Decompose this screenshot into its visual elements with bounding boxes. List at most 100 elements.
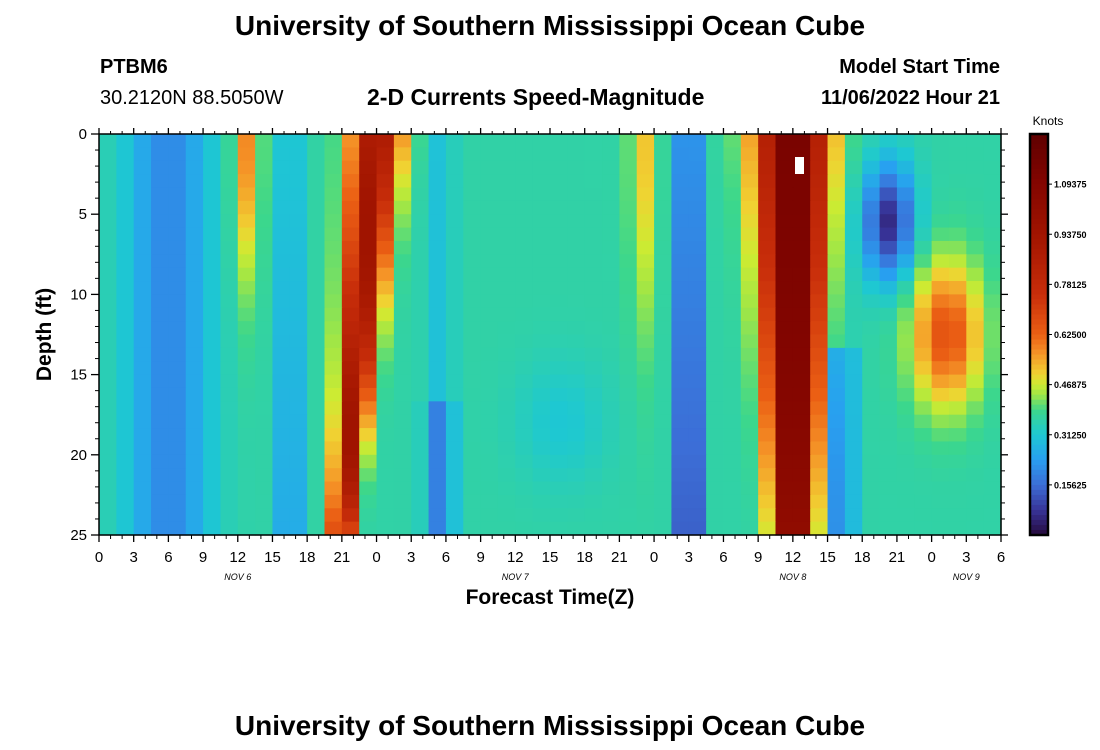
heatmap-cell — [758, 187, 777, 202]
heatmap-cell — [133, 468, 152, 483]
heatmap-cell — [671, 401, 690, 416]
heatmap-cell — [567, 347, 586, 362]
heatmap-cell — [99, 214, 117, 229]
heatmap-cell — [393, 294, 412, 309]
heatmap-cell — [463, 174, 482, 189]
heatmap-cell — [341, 414, 360, 429]
heatmap-cell — [706, 468, 725, 483]
colorbar-segment — [1030, 419, 1048, 426]
model-start-label: Model Start Time — [839, 56, 1000, 78]
heatmap-cell — [862, 147, 881, 162]
heatmap-cell — [688, 227, 707, 242]
heatmap-cell — [966, 454, 985, 469]
heatmap-cell — [411, 174, 430, 189]
heatmap-cell — [289, 387, 308, 402]
colorbar-segment — [1030, 259, 1048, 265]
heatmap-cell — [827, 334, 846, 349]
heatmap-cell — [307, 508, 326, 523]
heatmap-cell — [515, 240, 534, 255]
colorbar-segment — [1030, 389, 1048, 396]
heatmap-cell — [654, 361, 673, 376]
heatmap-cell — [359, 374, 378, 389]
heatmap-cell — [827, 174, 846, 189]
heatmap-cell — [948, 387, 967, 402]
heatmap-cell — [532, 508, 551, 523]
heatmap-cell — [740, 307, 759, 322]
heatmap-cell — [602, 294, 620, 309]
heatmap-cell — [185, 240, 204, 255]
station-coordinates: 30.2120N 88.5050W — [100, 87, 284, 109]
heatmap-cell — [393, 428, 412, 443]
heatmap-cell — [810, 481, 829, 496]
heatmap-cell — [671, 334, 690, 349]
heatmap-cell — [480, 214, 499, 229]
heatmap-cell — [203, 468, 222, 483]
heatmap-cell — [550, 240, 568, 255]
heatmap-cell — [688, 240, 707, 255]
heatmap-cell — [844, 307, 863, 322]
heatmap-cell — [272, 387, 291, 402]
heatmap-cell — [324, 481, 343, 496]
heatmap-cell — [359, 521, 378, 536]
heatmap-cell — [688, 508, 707, 523]
heatmap-cell — [255, 387, 274, 402]
heatmap-cell — [654, 254, 673, 269]
heatmap-cell — [827, 160, 846, 175]
heatmap-cell — [203, 481, 222, 496]
heatmap-cell — [185, 200, 204, 215]
heatmap-cell — [185, 267, 204, 282]
heatmap-cell — [584, 267, 603, 282]
heatmap-cell — [289, 481, 308, 496]
heatmap-cell — [654, 508, 673, 523]
heatmap-cell — [758, 428, 777, 443]
heatmap-cell — [914, 508, 933, 523]
colorbar-segment — [1030, 414, 1048, 421]
heatmap-cell — [324, 227, 343, 242]
heatmap-cell — [341, 240, 360, 255]
heatmap-cell — [463, 387, 482, 402]
heatmap-cell — [532, 401, 551, 416]
heatmap-cell — [289, 160, 308, 175]
heatmap-cell — [723, 454, 742, 469]
heatmap-cell — [203, 401, 222, 416]
heatmap-cell — [220, 481, 239, 496]
heatmap-cell — [185, 187, 204, 202]
heatmap-cell — [584, 508, 603, 523]
heatmap-cell — [948, 187, 967, 202]
heatmap-cell — [862, 174, 881, 189]
heatmap-cell — [879, 481, 898, 496]
heatmap-cell — [723, 387, 742, 402]
heatmap-cell — [220, 428, 239, 443]
heatmap-cell — [445, 307, 464, 322]
heatmap-cell — [914, 361, 933, 376]
heatmap-cell — [914, 227, 933, 242]
heatmap-cell — [810, 240, 829, 255]
heatmap-cell — [827, 468, 846, 483]
heatmap-cell — [151, 347, 169, 362]
heatmap-cell — [654, 494, 673, 509]
heatmap-cell — [706, 134, 725, 148]
colorbar-segment — [1030, 319, 1048, 326]
heatmap-cell — [116, 294, 135, 309]
heatmap-cell — [567, 187, 586, 202]
heatmap-cell — [619, 347, 638, 362]
heatmap-cell — [810, 347, 829, 362]
heatmap-cell — [168, 134, 187, 148]
heatmap-cell — [463, 147, 482, 162]
heatmap-cell — [914, 240, 933, 255]
heatmap-cell — [914, 428, 933, 443]
heatmap-cell — [810, 468, 829, 483]
heatmap-cell — [203, 387, 222, 402]
heatmap-cell — [810, 334, 829, 349]
heatmap-cell — [307, 240, 326, 255]
heatmap-cell — [706, 214, 725, 229]
heatmap-cell — [879, 508, 898, 523]
heatmap-cell — [966, 187, 985, 202]
heatmap-cell — [550, 481, 568, 496]
heatmap-cell — [723, 294, 742, 309]
heatmap-cell — [359, 387, 378, 402]
heatmap-cell — [879, 307, 898, 322]
heatmap-cell — [237, 134, 256, 148]
heatmap-cell — [775, 508, 794, 523]
heatmap-cell — [289, 147, 308, 162]
